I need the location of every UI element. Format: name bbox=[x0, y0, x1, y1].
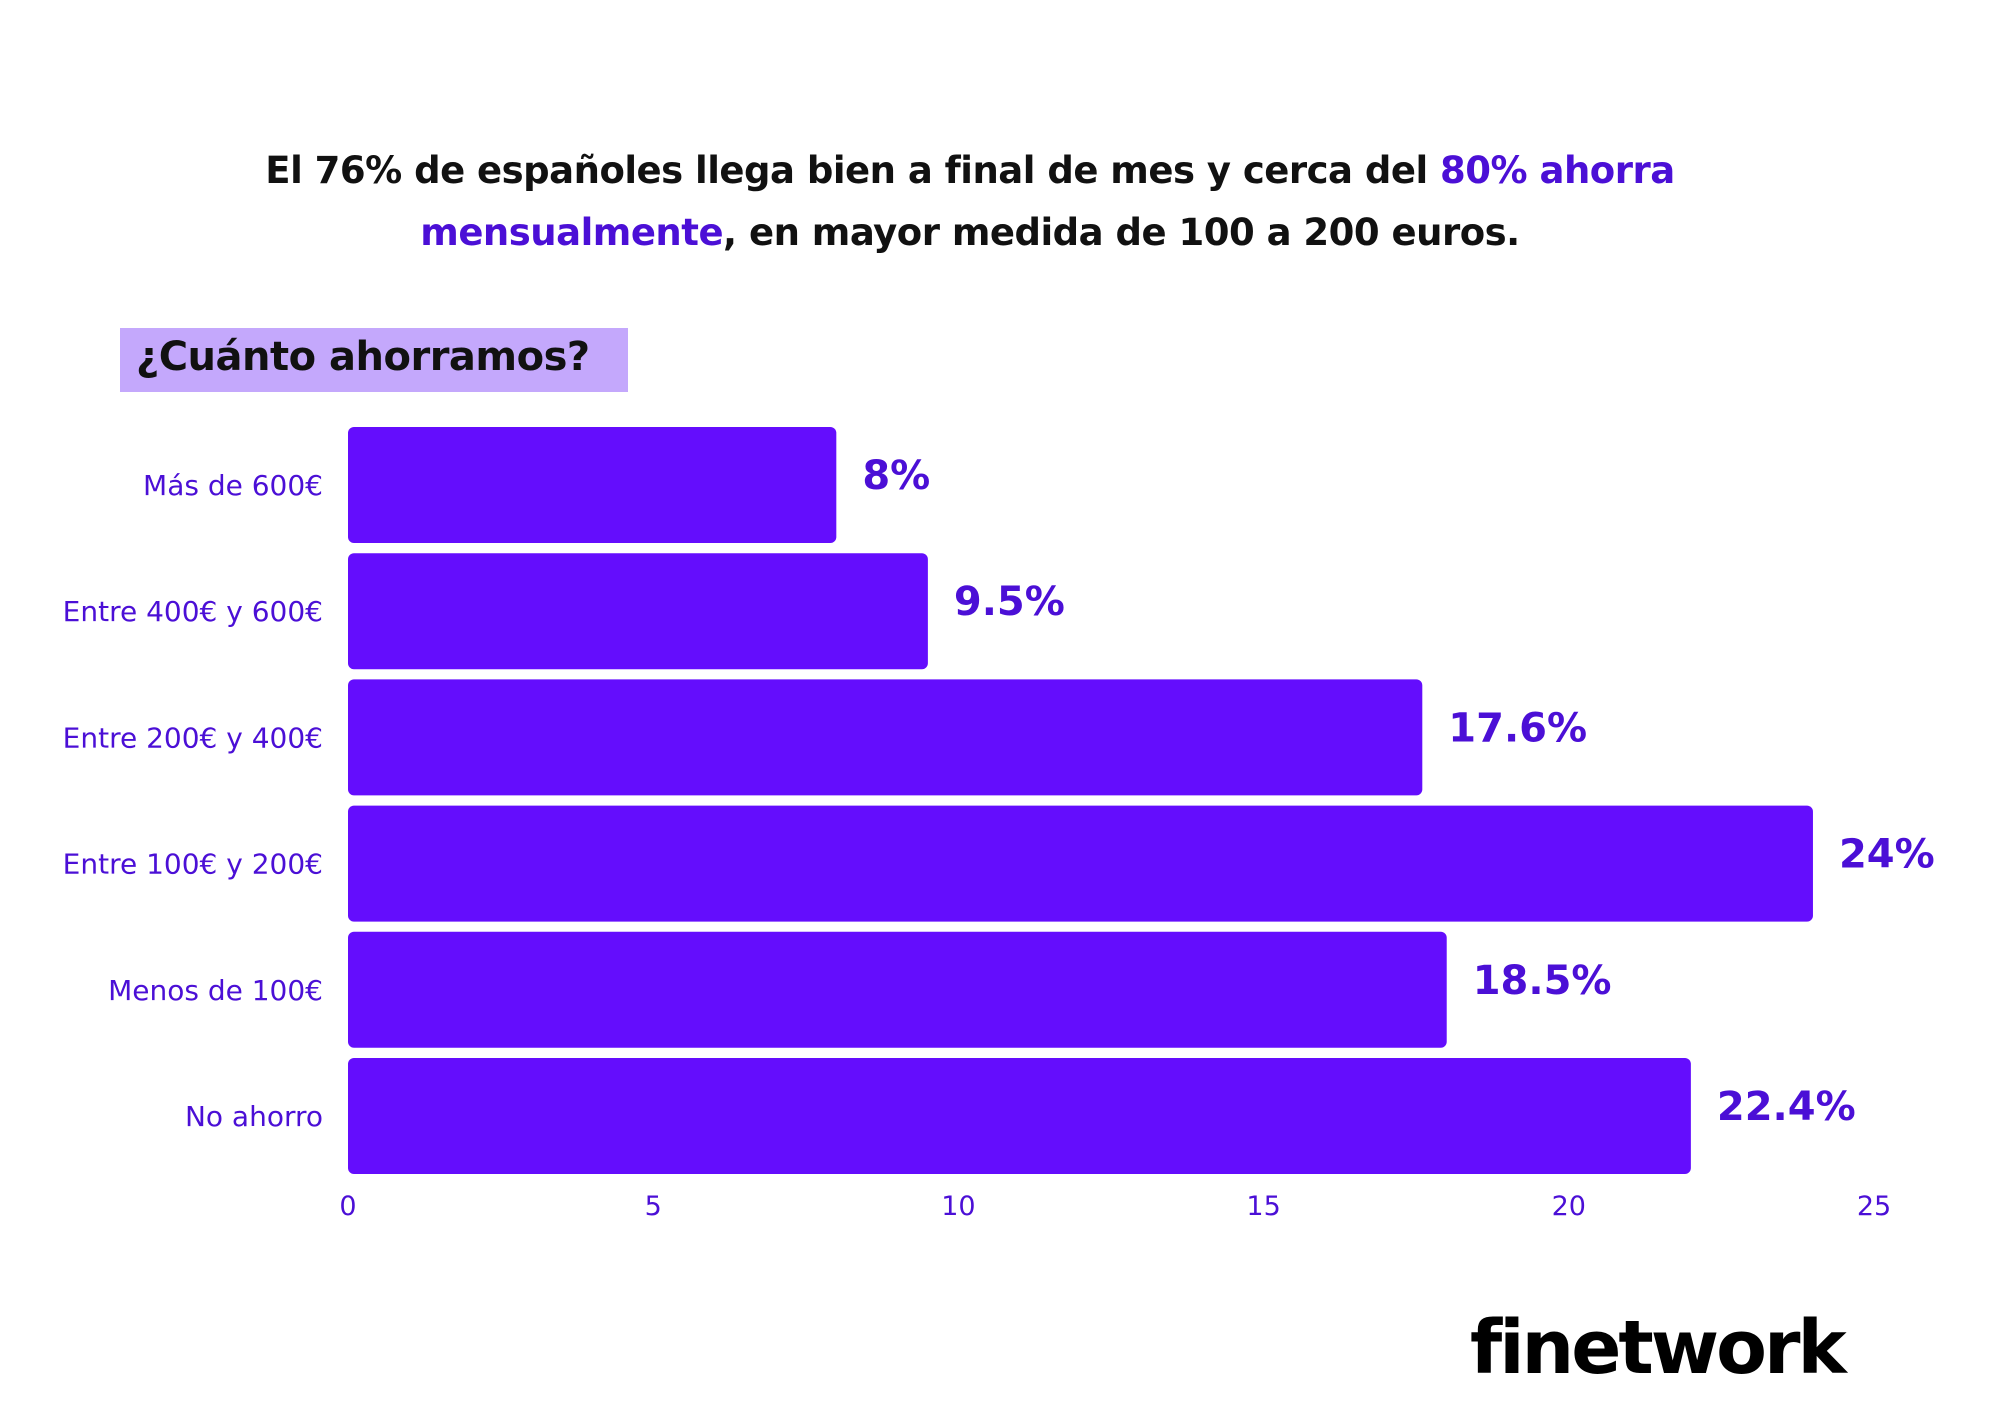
x-tick-label: 20 bbox=[1552, 1191, 1586, 1222]
headline-highlight-1: 80% ahorra bbox=[1440, 149, 1675, 192]
category-label: Entre 200€ y 400€ bbox=[63, 721, 323, 754]
x-tick-label: 0 bbox=[339, 1191, 356, 1222]
bar bbox=[348, 1058, 1691, 1174]
category-label: Entre 100€ y 200€ bbox=[63, 848, 323, 881]
bar bbox=[348, 427, 837, 543]
category-label: Entre 400€ y 600€ bbox=[63, 595, 323, 628]
headline-part-2: , en mayor medida de 100 a 200 euros. bbox=[723, 211, 1520, 254]
x-tick-label: 25 bbox=[1857, 1191, 1891, 1222]
chart-title: ¿Cuánto ahorramos? bbox=[136, 334, 590, 380]
chart-title-box: ¿Cuánto ahorramos? bbox=[120, 328, 628, 392]
data-label: 9.5% bbox=[954, 579, 1065, 625]
data-label: 18.5% bbox=[1473, 958, 1612, 1004]
x-tick-label: 5 bbox=[645, 1191, 662, 1222]
data-label: 24% bbox=[1839, 832, 1935, 878]
category-label: No ahorro bbox=[185, 1100, 323, 1133]
headline-highlight-2: mensualmente bbox=[420, 211, 724, 254]
data-label: 8% bbox=[862, 453, 930, 499]
data-label: 22.4% bbox=[1717, 1084, 1856, 1130]
data-label: 17.6% bbox=[1448, 705, 1587, 751]
bar bbox=[348, 553, 928, 670]
finetwork-logo: finetwork bbox=[1470, 1305, 1847, 1391]
bar bbox=[348, 805, 1813, 922]
x-tick-label: 10 bbox=[941, 1191, 975, 1222]
x-tick-label: 15 bbox=[1246, 1191, 1280, 1222]
category-label: Menos de 100€ bbox=[108, 974, 323, 1007]
bar bbox=[348, 679, 1423, 796]
chart-headline: El 76% de españoles llega bien a final d… bbox=[0, 140, 1940, 264]
bar bbox=[348, 931, 1447, 1048]
category-label: Más de 600€ bbox=[143, 469, 323, 502]
headline-part-1: El 76% de españoles llega bien a final d… bbox=[265, 149, 1441, 192]
